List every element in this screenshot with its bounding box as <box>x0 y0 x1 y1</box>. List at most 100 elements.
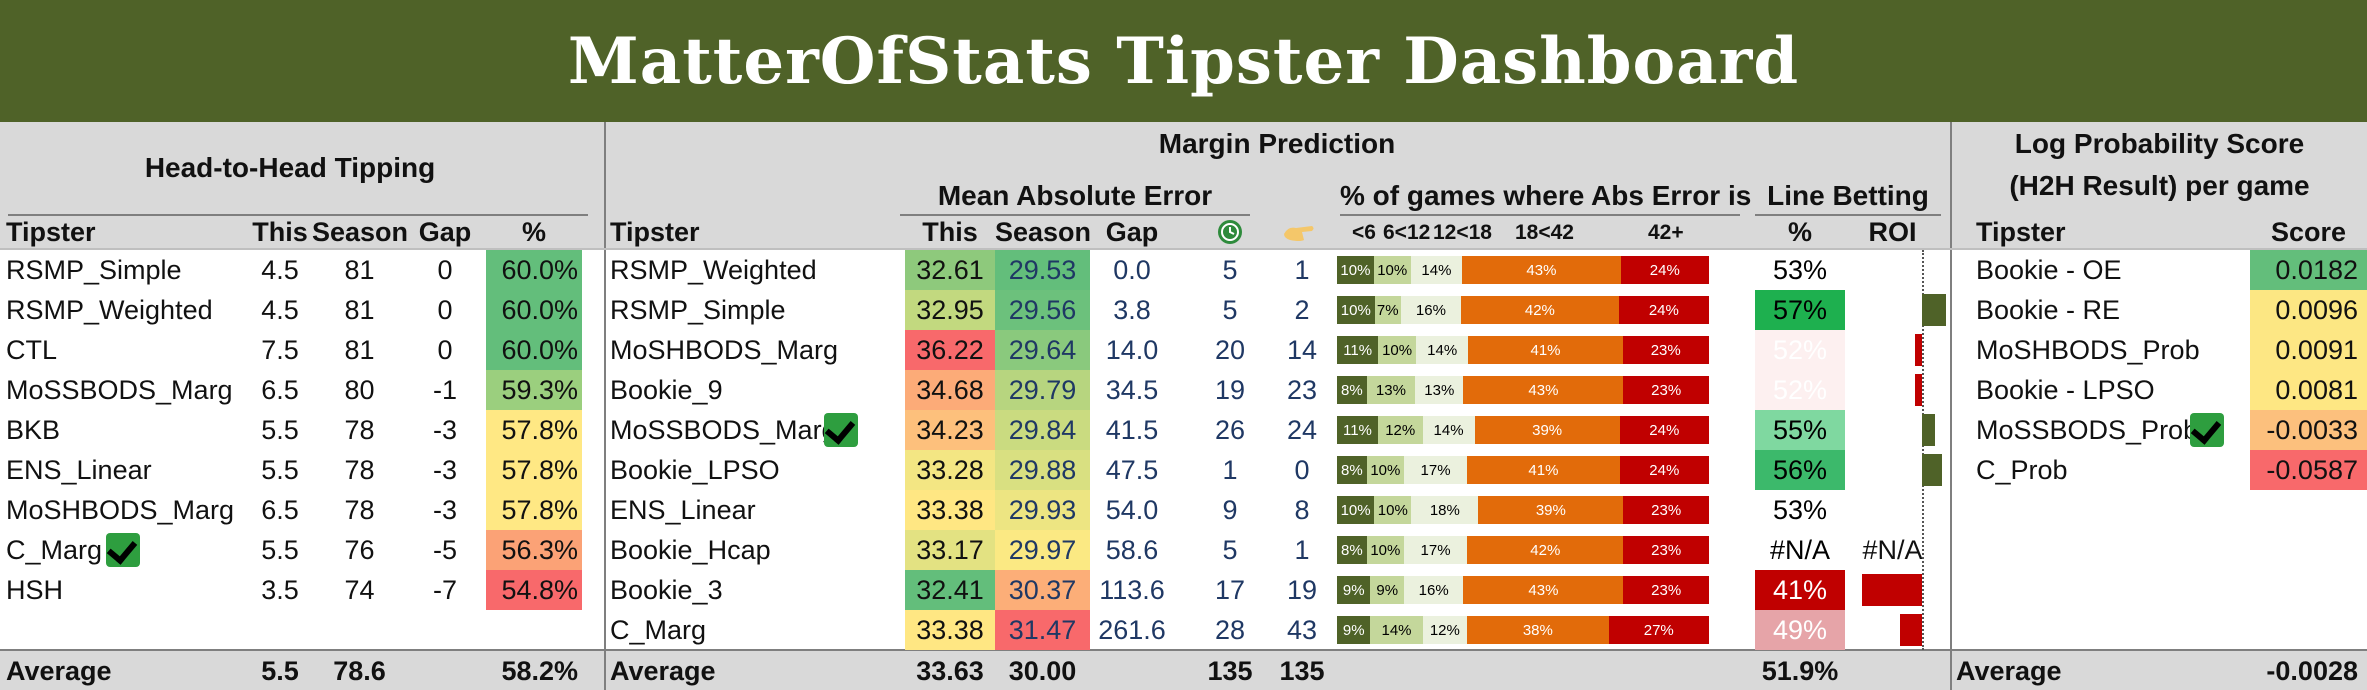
line-betting-pct: 52% <box>1755 330 1845 370</box>
margin-row-season: 29.56 <box>995 290 1090 330</box>
roi-bar <box>1922 294 1947 326</box>
h2h-row-pct: 54.8% <box>486 570 582 610</box>
lps-row-tipster: Bookie - RE <box>1976 295 2121 325</box>
distribution-segment: 11% <box>1337 416 1378 444</box>
margin-row-gap: 3.8 <box>1113 295 1151 325</box>
margin-row-season: 29.84 <box>995 410 1090 450</box>
bucket-label: 12<18 <box>1433 221 1492 244</box>
margin-row-gap: 47.5 <box>1105 455 1159 485</box>
distribution-segment: 13% <box>1366 376 1416 404</box>
h2h-row-pct: 57.8% <box>486 450 582 490</box>
bucket-label: 18<42 <box>1515 221 1574 244</box>
margin-col-gap: Gap <box>1105 217 1159 247</box>
margin-row-c2: 1 <box>1294 535 1310 565</box>
line-betting-pct: 57% <box>1755 290 1845 330</box>
h2h-row-pct: 56.3% <box>486 530 582 570</box>
dashboard-title: MatterOfStats Tipster Dashboard <box>567 23 1800 99</box>
distribution-segment: 43% <box>1463 576 1624 604</box>
margin-row-gap: 261.6 <box>1098 615 1166 645</box>
distribution-segment: 27% <box>1608 616 1709 644</box>
h2h-section-title: Head-to-Head Tipping <box>144 152 436 183</box>
bucket-label: 42+ <box>1648 221 1684 244</box>
distribution-segment: 24% <box>1618 296 1709 324</box>
h2h-title-underline <box>8 214 588 216</box>
distribution-segment: 23% <box>1623 576 1709 604</box>
error-distribution-bar: 9% 9% 16% 43% 23% <box>1337 576 1709 604</box>
lps-row-score: 0.0182 <box>2250 250 2367 290</box>
margin-row-this: 34.68 <box>905 370 995 410</box>
lps-row-score: -0.0587 <box>2250 450 2367 490</box>
roi-bar <box>1915 334 1922 366</box>
distribution-segment: 12% <box>1422 616 1468 644</box>
margin-row-c2: 8 <box>1294 495 1310 525</box>
distribution-segment: 43% <box>1462 256 1621 284</box>
distribution-segment: 14% <box>1415 336 1469 364</box>
line-average-pct: 51.9% <box>1761 656 1839 686</box>
error-distribution-bar: 11% 12% 14% 39% 24% <box>1337 416 1709 444</box>
distribution-segment: 9% <box>1337 576 1371 604</box>
error-distribution-bar: 10% 10% 14% 43% 24% <box>1337 256 1709 284</box>
distribution-segment: 17% <box>1403 536 1468 564</box>
distribution-segment: 23% <box>1623 536 1709 564</box>
lps-row-score: 0.0081 <box>2250 370 2367 410</box>
distribution-segment: 23% <box>1623 376 1709 404</box>
line-betting-pct: 56% <box>1755 450 1845 490</box>
distribution-segment: 17% <box>1403 456 1468 484</box>
distribution-segment: 8% <box>1337 376 1367 404</box>
line-betting-pct: 53% <box>1755 490 1845 530</box>
margin-row-this: 33.28 <box>905 450 995 490</box>
bucket-label: 6<12 <box>1383 221 1431 244</box>
margin-row-this: 36.22 <box>905 330 995 370</box>
margin-row-c2: 23 <box>1286 375 1318 405</box>
divider-h2h-margin <box>604 122 606 690</box>
mae-underline <box>900 214 1250 216</box>
distribution-segment: 24% <box>1619 456 1709 484</box>
margin-row-c2: 24 <box>1286 415 1318 445</box>
line-col-roi: ROI <box>1868 217 1917 247</box>
distribution-segment: 24% <box>1619 416 1709 444</box>
h2h-row-gap: 0 <box>437 295 453 325</box>
h2h-row-tipster: CTL <box>6 335 58 365</box>
distribution-segment: 14% <box>1410 256 1463 284</box>
line-betting-pct: 55% <box>1755 410 1845 450</box>
bucket-label: <6 <box>1352 221 1376 244</box>
checkmark-icon <box>106 533 140 567</box>
h2h-col-pct: % <box>521 217 546 247</box>
margin-row-season: 29.93 <box>995 490 1090 530</box>
margin-row-season: 31.47 <box>995 610 1090 650</box>
margin-row-season: 29.79 <box>995 370 1090 410</box>
margin-col-this: This <box>922 217 978 247</box>
h2h-row-season: 78 <box>344 495 375 525</box>
h2h-row-this: 4.5 <box>261 295 299 325</box>
margin-row-c2: 2 <box>1294 295 1310 325</box>
h2h-col-season: Season <box>312 217 409 247</box>
margin-row-tipster: Bookie_Hcap <box>610 535 771 565</box>
header-band <box>0 122 2367 250</box>
distribution-segment: 10% <box>1378 336 1416 364</box>
distribution-segment: 8% <box>1337 456 1367 484</box>
distribution-segment: 41% <box>1468 336 1623 364</box>
distribution-segment: 42% <box>1460 296 1619 324</box>
distribution-segment: 16% <box>1400 296 1461 324</box>
margin-average-c2: 135 <box>1279 656 1325 686</box>
margin-row-c1: 28 <box>1214 615 1246 645</box>
h2h-row-pct: 57.8% <box>486 490 582 530</box>
lps-row-score: 0.0096 <box>2250 290 2367 330</box>
margin-row-tipster: C_Marg <box>610 615 707 645</box>
lps-average-label: Average <box>1956 656 2062 686</box>
line-betting-pct: 52% <box>1755 370 1845 410</box>
error-distribution-bar: 9% 14% 12% 38% 27% <box>1337 616 1709 644</box>
margin-row-gap: 0.0 <box>1113 255 1151 285</box>
h2h-row-pct: 60.0% <box>486 290 582 330</box>
dist-underline <box>1340 214 1740 216</box>
margin-row-tipster: Bookie_LPSO <box>610 455 780 485</box>
distribution-segment: 13% <box>1415 376 1464 404</box>
distribution-segment: 14% <box>1422 416 1475 444</box>
average-band <box>0 650 2367 690</box>
h2h-row-gap: 0 <box>437 255 453 285</box>
clock-icon <box>1218 220 1242 244</box>
distribution-segment: 10% <box>1337 256 1374 284</box>
h2h-row-season: 81 <box>344 255 375 285</box>
h2h-col-tipster: Tipster <box>6 217 96 247</box>
error-distribution-bar: 11% 10% 14% 41% 23% <box>1337 336 1709 364</box>
